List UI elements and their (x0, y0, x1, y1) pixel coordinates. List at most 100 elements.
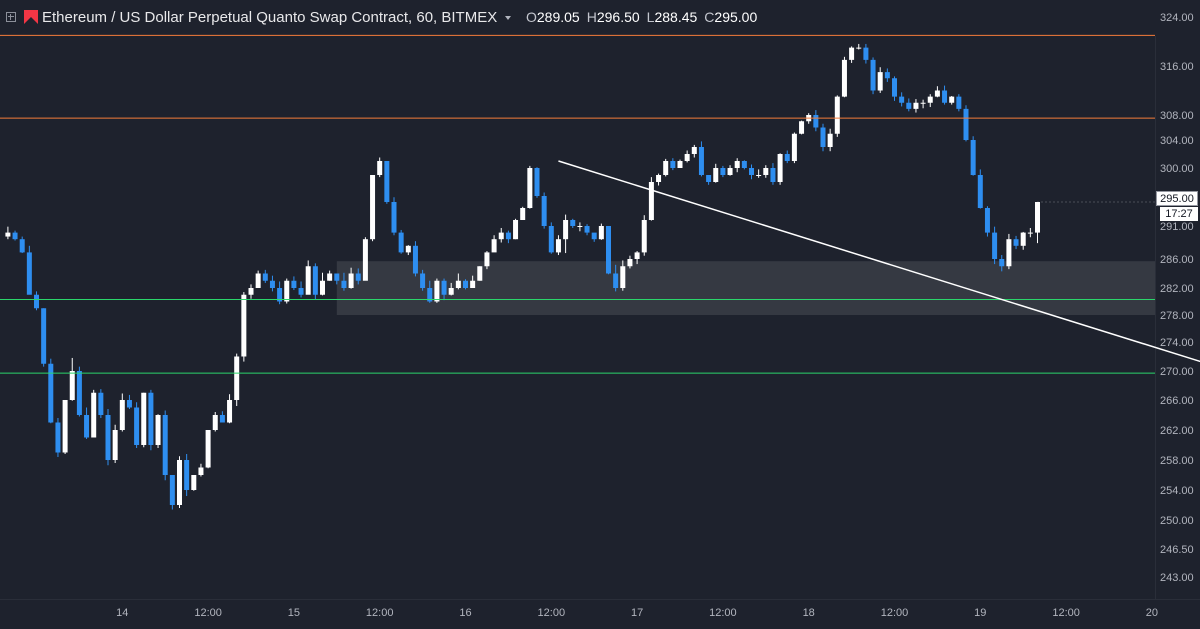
candle-body (441, 280, 447, 295)
y-tick-label: 246.50 (1160, 544, 1194, 556)
candle-body (241, 294, 247, 357)
candle-body (384, 161, 390, 202)
y-tick-label: 286.00 (1160, 254, 1194, 266)
candle-body (606, 226, 611, 274)
candle-body (219, 415, 225, 423)
candle-body (956, 96, 962, 109)
candle-body (992, 232, 998, 259)
candle-body (434, 280, 440, 302)
candle-body (834, 96, 840, 134)
symbol-title[interactable]: Ethereum / US Dollar Perpetual Quanto Sw… (42, 9, 498, 26)
x-tick-label: 19 (974, 607, 986, 619)
candle-body (1020, 232, 1026, 246)
candle-body (463, 280, 468, 288)
candle-body (205, 430, 211, 468)
x-tick-label: 12:00 (881, 607, 909, 619)
bitmex-logo-icon (24, 10, 38, 24)
candle-body (920, 102, 926, 104)
candle-body (1006, 239, 1012, 267)
candle-body (949, 96, 955, 103)
candle-body (849, 47, 855, 60)
candle-body (799, 121, 805, 134)
candle-body (177, 460, 182, 505)
y-tick-label: 308.00 (1160, 110, 1194, 122)
candle-body (255, 273, 261, 288)
candle-body (827, 133, 833, 147)
candle-body (320, 280, 325, 295)
candle-body (541, 196, 547, 226)
candle-body (148, 392, 154, 445)
candle-body (69, 371, 75, 400)
candle-body (927, 96, 933, 103)
y-tick-label: 250.00 (1160, 515, 1194, 527)
candle-body (420, 273, 426, 288)
candle-body (5, 232, 11, 237)
candle-body (791, 133, 797, 161)
candle-body (899, 96, 905, 103)
candle-body (555, 239, 561, 253)
candle-body (527, 168, 533, 208)
candle-body (227, 400, 233, 423)
chevron-down-icon[interactable] (505, 16, 511, 20)
chart-header: Ethereum / US Dollar Perpetual Quanto Sw… (0, 0, 1155, 36)
candle-body (248, 288, 254, 295)
x-tick-label: 12:00 (194, 607, 222, 619)
candle-body (756, 175, 762, 176)
candle-body (970, 140, 976, 175)
candle-body (999, 259, 1005, 267)
candle-body (334, 273, 340, 281)
candle-body (520, 208, 526, 220)
candle-body (577, 226, 583, 227)
candle-body (770, 168, 776, 182)
candle-body (212, 415, 218, 430)
candle-body (105, 415, 111, 460)
candle-body (784, 154, 790, 161)
candle-body (706, 175, 712, 182)
candle-body (698, 147, 704, 175)
candle-body (391, 202, 397, 233)
candle-body (277, 288, 283, 302)
candle-body (548, 226, 554, 253)
candle-body (291, 280, 297, 288)
candle-body (727, 168, 733, 175)
ohlc-key: C (704, 9, 715, 25)
candle-body (884, 72, 890, 79)
candle-body (741, 161, 747, 168)
candle-body (41, 308, 47, 364)
candle-body (563, 220, 569, 240)
y-tick-label: 254.00 (1160, 485, 1194, 497)
candle-body (62, 400, 68, 453)
ohlc-readout: O289.05 H296.50 L288.45 C295.00 (526, 9, 764, 25)
ohlc-o: O289.05 (526, 9, 580, 25)
candle-body (1013, 239, 1019, 246)
candle-body (312, 266, 318, 295)
candle-body (627, 259, 633, 267)
candle-body (942, 90, 948, 103)
candle-body (720, 168, 726, 175)
candle-body (134, 407, 140, 445)
candle-body (663, 161, 669, 175)
candle-body (91, 392, 97, 438)
y-tick-label: 300.00 (1160, 163, 1194, 175)
candle-body (26, 252, 32, 295)
y-tick-label: 262.00 (1160, 425, 1194, 437)
y-tick-label: 316.00 (1160, 61, 1194, 73)
candle-body (656, 175, 662, 182)
candle-body (613, 273, 619, 288)
candle-body (841, 59, 847, 97)
y-tick-label: 258.00 (1160, 455, 1194, 467)
candle-body (877, 72, 883, 91)
candle-body (84, 415, 90, 438)
candle-body (262, 273, 268, 281)
ohlc-l: L288.45 (647, 9, 698, 25)
candle-body (763, 168, 769, 175)
expand-icon[interactable] (6, 12, 16, 22)
candle-body (684, 154, 690, 161)
candle-body (713, 168, 719, 182)
candle-body (598, 226, 604, 240)
candle-body (620, 266, 626, 288)
candle-body (48, 363, 54, 423)
x-tick-label: 20 (1146, 607, 1158, 619)
candle-body (498, 232, 504, 240)
